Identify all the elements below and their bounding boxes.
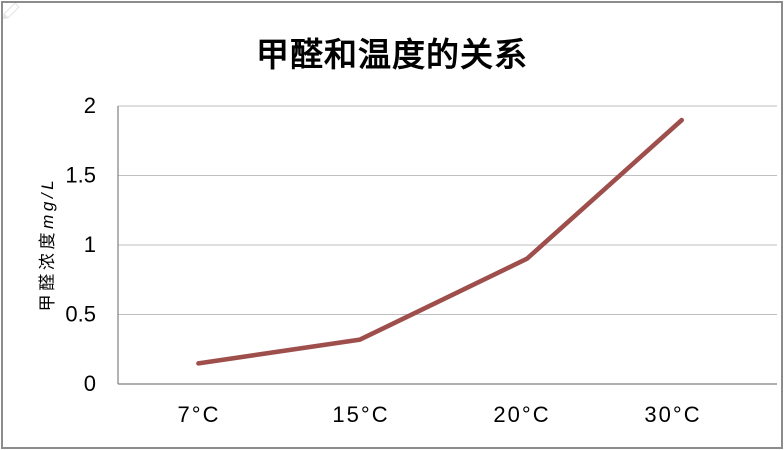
- svg-text:1: 1: [84, 232, 96, 257]
- svg-text:15°C: 15°C: [332, 402, 389, 427]
- svg-text:20°C: 20°C: [493, 402, 550, 427]
- svg-text:7°C: 7°C: [178, 402, 221, 427]
- svg-text:0: 0: [84, 371, 96, 396]
- svg-text:2: 2: [84, 93, 96, 118]
- svg-text:1.5: 1.5: [65, 163, 96, 188]
- svg-text:0.5: 0.5: [65, 302, 96, 327]
- svg-text:30°C: 30°C: [644, 402, 701, 427]
